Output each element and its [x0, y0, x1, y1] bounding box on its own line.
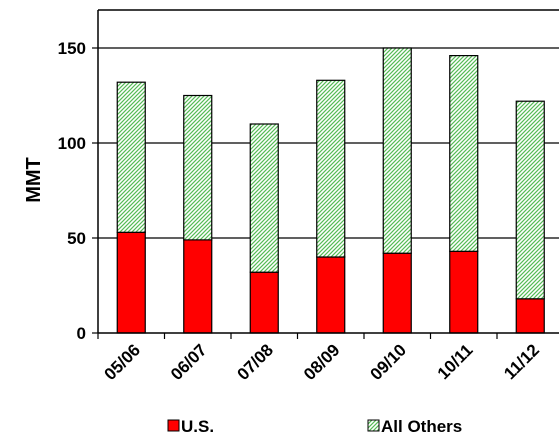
bar-segment-all-others — [316, 79, 346, 258]
bar-segment-all-others — [449, 54, 479, 252]
bars — [116, 47, 545, 334]
y-tick-label: 0 — [77, 324, 86, 343]
bar-segment-all-others — [249, 123, 279, 273]
legend-swatch-us — [167, 419, 180, 432]
y-tick-label: 100 — [58, 134, 86, 153]
bar-segment-us — [382, 252, 412, 334]
bar-segment-all-others — [116, 81, 146, 233]
bar-segment-all-others — [183, 94, 213, 241]
legend-label-all-others: All Others — [381, 417, 462, 436]
legend: U.S. All Others — [167, 417, 462, 436]
x-tick-label: 11/12 — [500, 340, 543, 383]
x-tick-label: 10/11 — [434, 340, 477, 383]
x-tick-label: 06/07 — [167, 340, 211, 384]
legend-swatch-all-others — [367, 419, 380, 432]
bar-segment-us — [316, 256, 346, 334]
bar-segment-us — [116, 231, 146, 334]
bar-segment-us — [183, 239, 213, 334]
y-axis-title: MMT — [23, 157, 45, 203]
y-tick-label: 150 — [58, 39, 86, 58]
bar-segment-us — [449, 250, 479, 334]
bar-segment-all-others — [382, 47, 412, 254]
x-tick-label: 07/08 — [234, 340, 278, 384]
bar-segment-us — [249, 271, 279, 334]
x-tick-label: 08/09 — [300, 340, 344, 384]
x-tick-labels: 05/06 06/07 07/08 08/09 09/10 10/11 11/12 — [101, 340, 544, 384]
x-tick-label: 05/06 — [101, 340, 145, 384]
bar-segment-all-others — [515, 100, 545, 300]
axes — [92, 9, 559, 339]
x-tick-label: 09/10 — [367, 340, 411, 384]
y-tick-labels: 0 50 100 150 — [58, 39, 86, 343]
bar-segment-us — [515, 298, 545, 334]
legend-label-us: U.S. — [181, 417, 214, 436]
y-tick-label: 50 — [67, 229, 86, 248]
